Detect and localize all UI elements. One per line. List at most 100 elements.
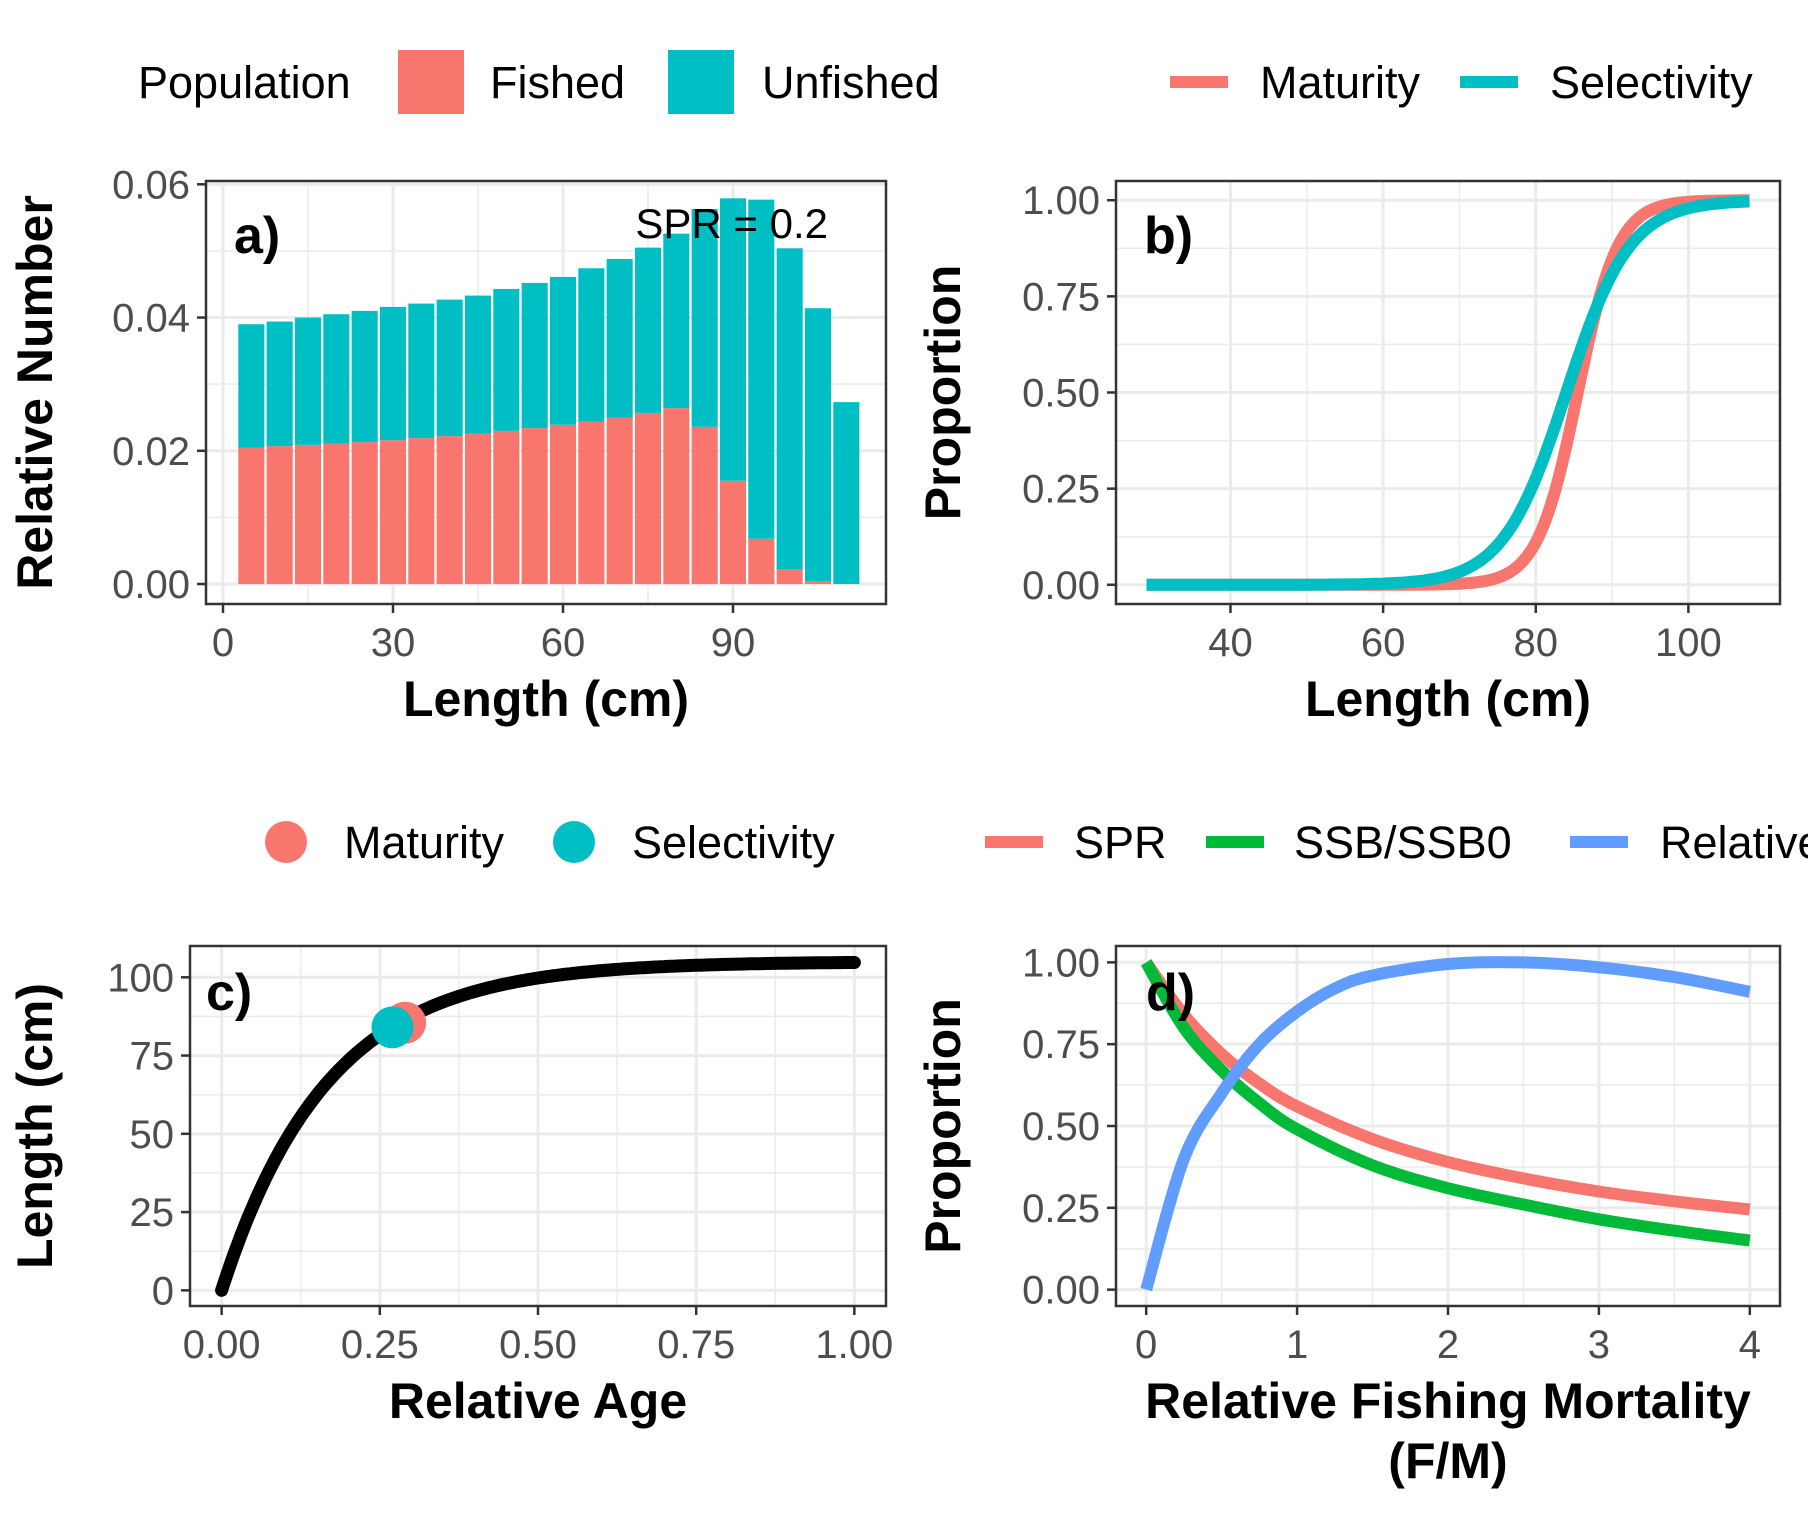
bar-unfished bbox=[663, 233, 690, 409]
y-tick-label: 25 bbox=[130, 1191, 175, 1235]
bar-fished bbox=[748, 538, 775, 585]
growth-curve-line bbox=[215, 956, 861, 1297]
legend-label-ssb: SSB/SSB0 bbox=[1294, 817, 1512, 868]
x-tick-label: 2 bbox=[1437, 1323, 1459, 1367]
series-line-relative-yield bbox=[1140, 956, 1751, 1292]
series-line-selectivity bbox=[1144, 195, 1752, 591]
bar-fished bbox=[719, 480, 747, 585]
x-tick-label: 0 bbox=[1135, 1323, 1157, 1367]
panel-label-c: c) bbox=[206, 964, 252, 1022]
y-tick-label: 50 bbox=[130, 1113, 175, 1157]
legend-clip-mask bbox=[1808, 780, 1817, 890]
bar-unfished bbox=[691, 208, 718, 427]
panel-c: 0.00 0.25 0.50 0.75 1.00 0 25 50 75 100 c) Relative… bbox=[7, 944, 893, 1429]
y-axis-title: Proportion bbox=[915, 265, 971, 521]
legend-label-fished: Fished bbox=[490, 57, 625, 108]
bar-unfished bbox=[379, 306, 407, 441]
x-tick-label: 40 bbox=[1208, 621, 1253, 665]
legend-key-fished bbox=[398, 50, 464, 114]
bar-unfished bbox=[776, 248, 803, 570]
panel-label-b: b) bbox=[1144, 207, 1193, 265]
legend-label-selectivity: Selectivity bbox=[1550, 57, 1753, 108]
legend-title-population: Population bbox=[138, 57, 351, 108]
x-tick-label: 30 bbox=[371, 621, 416, 665]
y-tick-label: 0.00 bbox=[1022, 1269, 1100, 1313]
y-tick-label: 0.75 bbox=[1022, 1023, 1100, 1067]
y-tick-label: 0.25 bbox=[1022, 1187, 1100, 1231]
x-axis-title-line1: Relative Fishing Mortality bbox=[1145, 1373, 1751, 1429]
x-tick-label: 0.25 bbox=[341, 1323, 419, 1367]
x-tick-label: 1 bbox=[1286, 1323, 1308, 1367]
y-tick-label: 0.75 bbox=[1022, 275, 1100, 319]
x-tick-label: 80 bbox=[1514, 621, 1559, 665]
y-tick-label: 1.00 bbox=[1022, 941, 1100, 985]
legend-label-maturity-c: Maturity bbox=[344, 817, 505, 868]
x-tick-label: 100 bbox=[1655, 621, 1722, 665]
x-tick-label: 3 bbox=[1588, 1323, 1610, 1367]
bar-unfished bbox=[719, 198, 747, 481]
legend-panel-b: Maturity Selectivity bbox=[1170, 57, 1753, 108]
bar-unfished bbox=[606, 258, 633, 418]
y-tick-label: 0.25 bbox=[1022, 468, 1100, 512]
legend-label-unfished: Unfished bbox=[762, 57, 940, 108]
bar-fished bbox=[521, 428, 548, 585]
bar-fished bbox=[323, 443, 350, 585]
x-tick-label: 60 bbox=[541, 621, 586, 665]
y-tick-label: 0.00 bbox=[112, 563, 190, 607]
bar-unfished bbox=[833, 402, 860, 585]
panel-label-a: a) bbox=[234, 207, 280, 265]
bar-unfished bbox=[804, 308, 832, 582]
x-axis-title-line2: (F/M) bbox=[1388, 1433, 1507, 1489]
bar-fished bbox=[578, 421, 605, 585]
panel-border bbox=[188, 944, 888, 1308]
spr-annotation: SPR = 0.2 bbox=[635, 200, 828, 247]
y-tick-label: 0.50 bbox=[1022, 372, 1100, 416]
legend-panel-a: Population Fished Unfished bbox=[138, 50, 940, 114]
panel-d: 0 1 2 3 4 0.00 0.25 0.50 0.75 1.00 d) Relative Fish… bbox=[915, 941, 1782, 1489]
legend-key-unfished bbox=[668, 50, 734, 114]
x-tick-label: 0.50 bbox=[499, 1323, 577, 1367]
legend-key-maturity-point bbox=[265, 821, 307, 863]
legend-label-spr: SPR bbox=[1074, 817, 1167, 868]
legend-label-maturity: Maturity bbox=[1260, 57, 1421, 108]
bar-fished bbox=[606, 417, 633, 585]
bar-fished bbox=[436, 436, 463, 585]
bar-unfished bbox=[634, 247, 662, 413]
bar-unfished bbox=[294, 317, 322, 445]
y-axis-title: Relative Number bbox=[7, 195, 63, 590]
panel-a: 0 30 60 90 0.00 0.02 0.04 0.06 a) SPR = 0.2 Length… bbox=[7, 163, 888, 727]
legend-label-selectivity-c: Selectivity bbox=[632, 817, 835, 868]
bar-fished bbox=[238, 447, 265, 585]
x-axis-title: Length (cm) bbox=[1305, 671, 1591, 727]
bar-unfished bbox=[323, 314, 350, 444]
y-axis-title: Length (cm) bbox=[7, 983, 63, 1269]
legend-key-selectivity-point bbox=[553, 821, 595, 863]
y-axis-title: Proportion bbox=[915, 998, 971, 1254]
x-tick-label: 4 bbox=[1739, 1323, 1761, 1367]
x-tick-label: 0.00 bbox=[183, 1323, 261, 1367]
y-tick-label: 0.04 bbox=[112, 297, 190, 341]
bar-fished bbox=[776, 569, 803, 585]
panel-label-d: d) bbox=[1146, 964, 1195, 1022]
legend-label-relative-yield: Relative Yield bbox=[1660, 817, 1817, 868]
x-tick-label: 90 bbox=[711, 621, 756, 665]
y-tick-label: 0.06 bbox=[112, 163, 190, 207]
legend-panel-c: Maturity Selectivity bbox=[265, 817, 835, 868]
bar-fished bbox=[379, 440, 407, 585]
bar-unfished bbox=[748, 199, 775, 539]
x-tick-label: 0.75 bbox=[657, 1323, 735, 1367]
bar-unfished bbox=[266, 321, 293, 447]
y-tick-label: 100 bbox=[107, 956, 174, 1000]
bar-fished bbox=[464, 433, 492, 585]
bar-fished bbox=[408, 438, 435, 585]
panel-border bbox=[204, 179, 888, 606]
y-tick-label: 0.00 bbox=[1022, 564, 1100, 608]
y-tick-label: 75 bbox=[130, 1035, 175, 1079]
y-tick-label: 0 bbox=[152, 1269, 174, 1313]
y-tick-label: 0.50 bbox=[1022, 1105, 1100, 1149]
panel-b: 40 60 80 100 0.00 0.25 0.50 0.75 1.00 b) Length (c… bbox=[915, 179, 1782, 727]
y-tick-label: 0.02 bbox=[112, 430, 190, 474]
bar-unfished bbox=[464, 295, 492, 434]
bar-unfished bbox=[578, 268, 605, 422]
